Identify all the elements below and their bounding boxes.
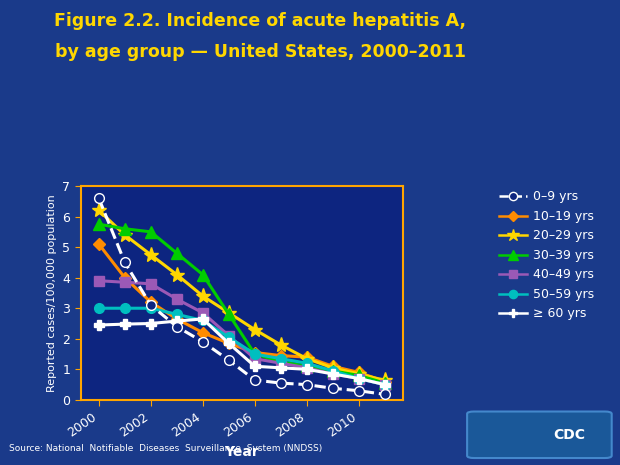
Text: Source: National  Notifiable  Diseases  Surveillance  System (NNDSS): Source: National Notifiable Diseases Sur…: [9, 445, 322, 453]
X-axis label: Year: Year: [224, 445, 259, 459]
Legend: 0–9 yrs, 10–19 yrs, 20–29 yrs, 30–39 yrs, 40–49 yrs, 50–59 yrs, ≥ 60 yrs: 0–9 yrs, 10–19 yrs, 20–29 yrs, 30–39 yrs…: [497, 188, 596, 323]
FancyBboxPatch shape: [467, 412, 612, 458]
Y-axis label: Reported cases/100,000 population: Reported cases/100,000 population: [46, 194, 56, 392]
Text: CDC: CDC: [554, 428, 585, 442]
Text: by age group — United States, 2000–2011: by age group — United States, 2000–2011: [55, 43, 466, 61]
Text: Figure 2.2. Incidence of acute hepatitis A,: Figure 2.2. Incidence of acute hepatitis…: [55, 12, 466, 30]
